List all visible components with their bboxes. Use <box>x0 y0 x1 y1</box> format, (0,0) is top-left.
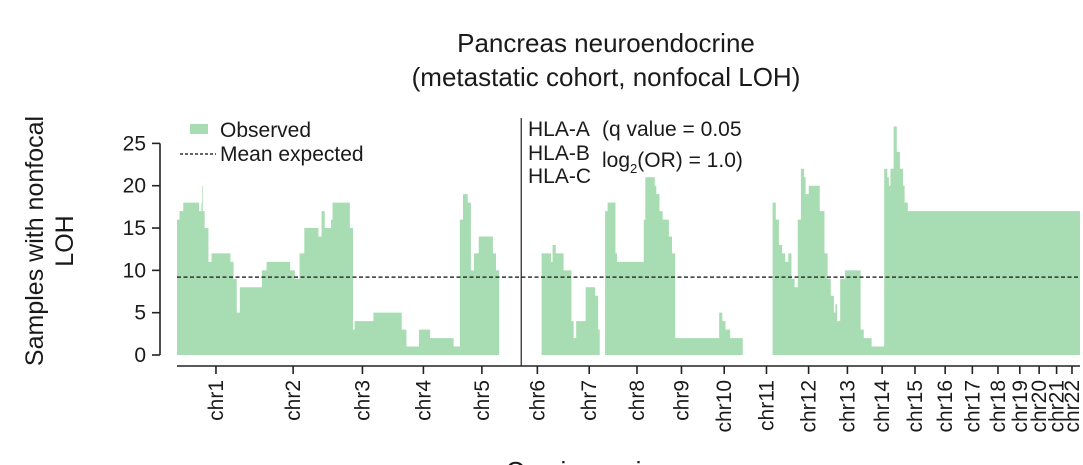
y-tick-label: 15 <box>123 217 146 240</box>
x-tick-label: chr8 <box>626 380 649 421</box>
x-tick-label: chr2 <box>282 380 305 421</box>
x-tick-label: chr22 <box>1061 380 1083 433</box>
legend: Observed Mean expected <box>180 119 364 166</box>
y-tick-label: 10 <box>123 259 146 282</box>
x-axis: chr1 chr2 chr3 chr4 chr5 chr6 chr7 chr8 chr9 chr1… <box>177 365 1083 433</box>
x-tick-label: chr3 <box>351 380 374 421</box>
annotation-log-suffix: (OR) = 1.0) <box>637 149 743 172</box>
y-axis-label-line2: LOH <box>51 215 79 266</box>
x-tick-label: chr14 <box>871 380 894 433</box>
annotation-q-value: (q value = 0.05 <box>602 118 742 141</box>
chart-title-line1: Pancreas neuroendocrine <box>457 28 755 58</box>
x-tick-label: chr13 <box>836 380 859 433</box>
annotation-gene-1: HLA-A <box>528 118 590 141</box>
y-tick-label: 5 <box>134 302 146 325</box>
x-tick-label: chr20 <box>1028 380 1051 433</box>
x-tick-label: chr15 <box>904 380 927 433</box>
legend-observed-label: Observed <box>220 119 311 142</box>
x-tick-label: chr7 <box>578 380 601 421</box>
hla-annotation: HLA-A HLA-B HLA-C (q value = 0.05 log2(O… <box>528 118 743 188</box>
x-tick-label: chr16 <box>934 380 957 433</box>
x-tick-label: chr9 <box>670 380 693 421</box>
x-tick-label: chr4 <box>412 380 435 421</box>
annotation-gene-3: HLA-C <box>528 165 591 188</box>
x-tick-label: chr19 <box>1009 380 1032 433</box>
x-tick-label: chr18 <box>987 380 1010 433</box>
x-tick-label: chr5 <box>471 380 494 421</box>
annotation-log-prefix: log <box>602 149 630 172</box>
observed-area <box>177 126 1080 355</box>
chart-title-line2: (metastatic cohort, nonfocal LOH) <box>412 62 801 92</box>
y-tick-label: 0 <box>134 344 146 367</box>
x-tick-label: chr21 <box>1046 380 1069 433</box>
observed-area-layer <box>177 126 1080 355</box>
legend-observed-swatch <box>190 124 208 134</box>
x-tick-label: chr1 <box>205 380 228 421</box>
x-tick-label: chr17 <box>961 380 984 433</box>
annotation-log-subscript: 2 <box>630 161 637 176</box>
x-tick-label: chr12 <box>798 380 821 433</box>
y-tick-label: 25 <box>123 132 146 155</box>
y-axis: 0 5 10 15 20 25 <box>123 132 161 367</box>
x-tick-label: chr11 <box>755 380 778 431</box>
annotation-gene-2: HLA-B <box>528 142 590 165</box>
x-tick-label: chr10 <box>713 380 736 433</box>
y-tick-label: 20 <box>123 175 146 198</box>
x-axis-label: Cervix carcinoma <box>506 456 707 465</box>
y-axis-label-line1: Samples with nonfocal <box>21 116 49 366</box>
x-tick-label: chr6 <box>526 380 549 421</box>
annotation-odds-ratio: log2(OR) = 1.0) <box>602 149 743 176</box>
legend-expected-label: Mean expected <box>220 143 364 166</box>
